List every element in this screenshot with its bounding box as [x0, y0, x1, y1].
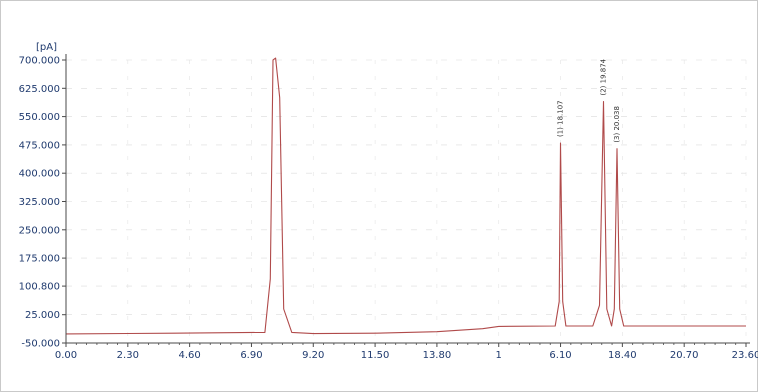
x-tick-label: 0.00 — [55, 350, 77, 361]
signal-trace — [65, 57, 746, 335]
y-tick-label: 100.800 — [19, 282, 60, 293]
x-tick-labels: 0.00 2.30 4.60 6.90 9.20 11.50 13.80 1 6.10 18.40… — [55, 350, 758, 361]
x-tick-label: 23.60 — [732, 350, 758, 361]
x-tick-label: 11.50 — [361, 350, 390, 361]
y-tick-label: -50.000 — [21, 339, 60, 350]
y-tick-label: 25.000 — [25, 310, 60, 321]
x-tick-label: 4.60 — [179, 350, 201, 361]
x-tick-label: 9.20 — [302, 350, 324, 361]
x-tick-label: 2.30 — [117, 350, 139, 361]
trace-layer — [65, 57, 746, 335]
y-tick-label: 175.000 — [19, 254, 60, 265]
peak-labels: (1) 18.107 (2) 19.874 (3) 20.038 — [557, 58, 621, 142]
y-tick-label: 625.000 — [19, 84, 60, 95]
y-tick-label: 250.000 — [19, 225, 60, 236]
axis-ticks — [62, 59, 747, 347]
y-tick-label: 475.000 — [19, 140, 60, 151]
grid — [65, 59, 747, 344]
y-tick-label: 700.000 — [19, 56, 60, 67]
peak-label: (3) 20.038 — [613, 106, 621, 143]
peak-label: (1) 18.107 — [557, 100, 565, 137]
peak-label: (2) 19.874 — [600, 58, 608, 95]
x-tick-label: 13.80 — [423, 350, 452, 361]
x-tick-label: 1 — [496, 350, 502, 361]
x-tick-label: 18.40 — [608, 350, 637, 361]
y-axis-unit-label: [pA] — [36, 42, 57, 53]
y-tick-labels: 700.000 625.000 550.000 475.000 400.000 325.0… — [19, 56, 60, 350]
x-tick-label: 6.90 — [240, 350, 262, 361]
x-tick-label: 20.70 — [670, 350, 699, 361]
y-tick-label: 325.000 — [19, 197, 60, 208]
x-tick-label: 6.10 — [549, 350, 571, 361]
y-tick-label: 400.000 — [19, 169, 60, 180]
y-tick-label: 550.000 — [19, 112, 60, 123]
